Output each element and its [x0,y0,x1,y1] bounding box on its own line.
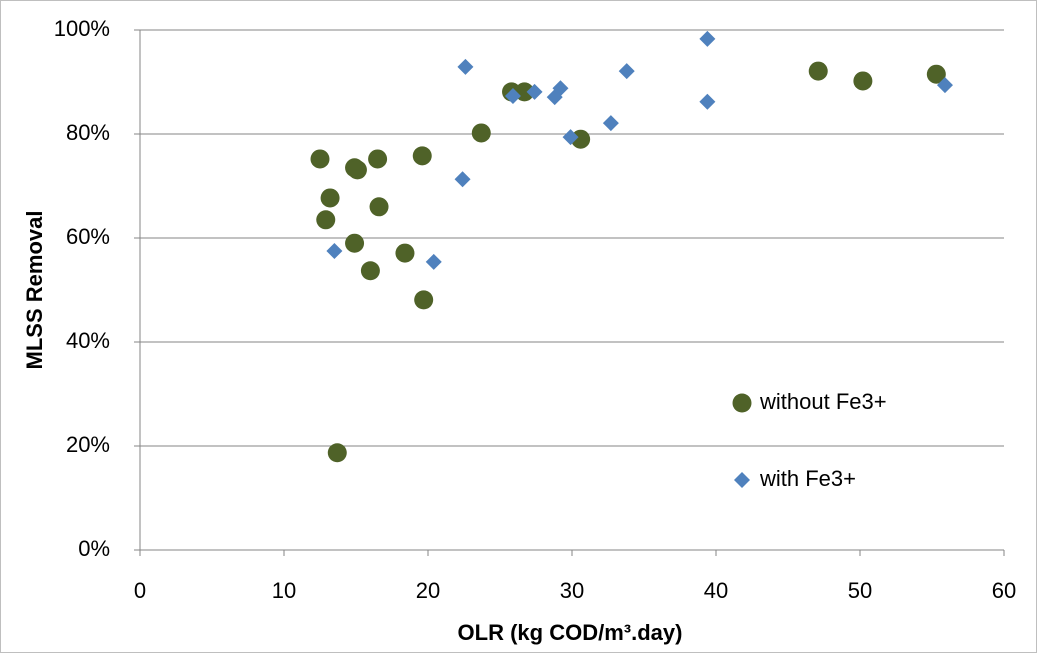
x-tick-label: 40 [704,578,728,603]
point [347,160,367,180]
point [369,197,389,217]
point [699,30,716,47]
point [926,64,946,84]
x-axis-title: OLR (kg COD/m³.day) [458,620,683,645]
x-tick-label: 50 [848,578,872,603]
point [936,77,953,94]
point [316,210,336,230]
legend-label: without Fe3+ [759,389,887,414]
y-tick-label: 20% [66,432,110,457]
point [552,80,569,97]
point [602,115,619,132]
point [853,71,873,91]
point [457,58,474,75]
point [414,290,434,310]
point [412,146,432,166]
point [618,63,635,80]
point [326,243,343,259]
point [571,129,591,149]
point [310,149,330,169]
point [471,123,491,143]
point [360,261,380,281]
y-tick-label: 100% [54,16,110,41]
point [526,83,543,100]
point [504,88,521,105]
y-axis-title: MLSS Removal [22,211,47,370]
y-tick-label: 40% [66,328,110,353]
x-tick-label: 30 [560,578,584,603]
point [808,61,828,81]
legend-marker [732,393,752,413]
y-tick-label: 80% [66,120,110,145]
y-tick-label: 60% [66,224,110,249]
point [345,233,365,253]
point [395,243,415,263]
point [368,149,388,169]
x-tick-label: 10 [272,578,296,603]
point [320,188,340,208]
legend-label: with Fe3+ [759,466,856,491]
point [562,129,579,146]
point [425,253,442,270]
y-tick-label: 0% [78,536,110,561]
point [327,443,347,463]
x-tick-label: 0 [134,578,146,603]
point [454,171,471,188]
x-tick-label: 20 [416,578,440,603]
x-tick-label: 60 [992,578,1016,603]
point [699,93,716,110]
legend-marker [734,472,750,488]
